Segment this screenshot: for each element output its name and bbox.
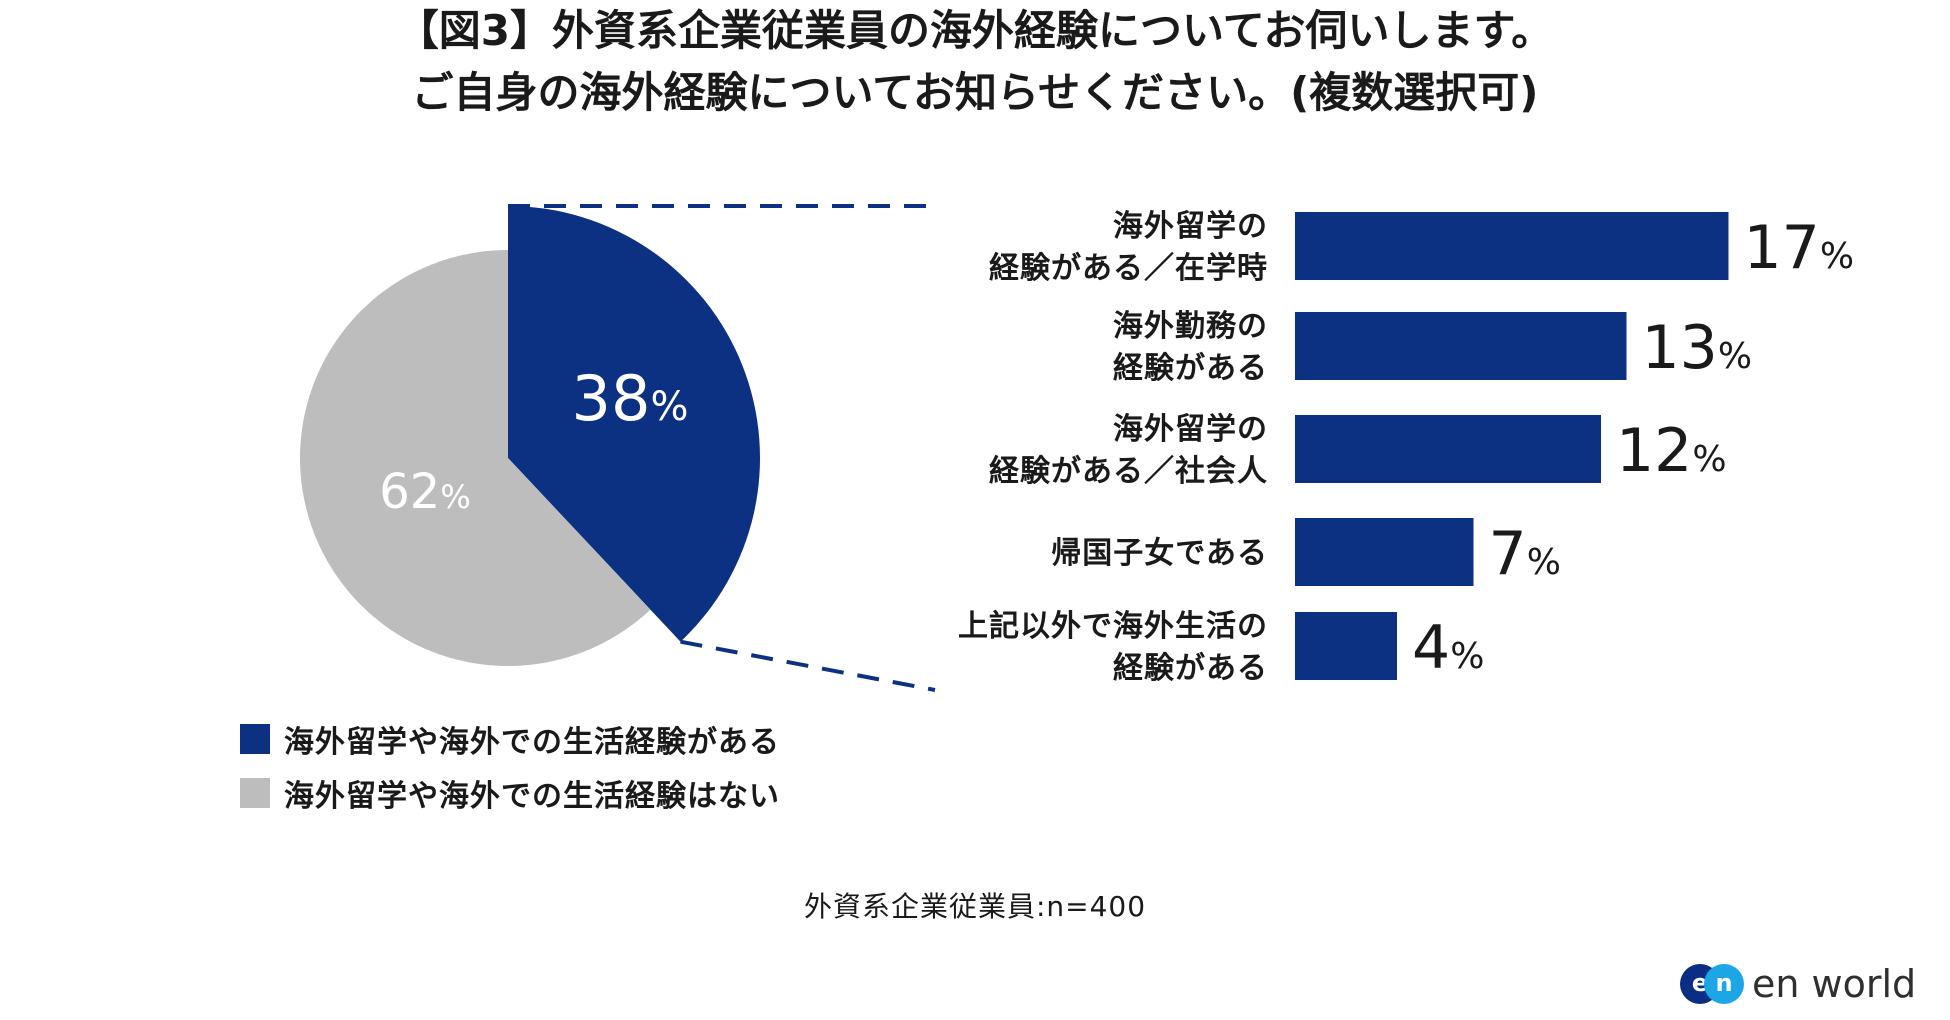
bar-1 (1295, 312, 1627, 380)
bar-category-label-2-line-1: 経験がある／社会人 (989, 454, 1268, 489)
bar-value-label-0-unit: % (1820, 236, 1854, 277)
legend-swatch-no (240, 778, 270, 808)
legend-label-yes: 海外留学や海外での生活経験がある (284, 725, 780, 760)
legend: 海外留学や海外での生活経験がある 海外留学や海外での生活経験はない (240, 720, 780, 828)
bar-value-label-3: 7% (1489, 519, 1561, 589)
legend-swatch-yes (240, 724, 270, 754)
pie-label-no-unit: % (440, 478, 470, 516)
legend-label-no: 海外留学や海外での生活経験はない (284, 779, 780, 814)
bar-3 (1295, 518, 1474, 586)
bar-value-label-4-number: 4 (1412, 613, 1450, 683)
chart-title-line-2: ご自身の海外経験についてお知らせください。(複数選択可) (411, 68, 1539, 117)
bar-category-label-4-line-1: 経験がある (1113, 651, 1268, 686)
pie-label-no: 62% (379, 464, 470, 520)
chart-title-line-1: 【図3】外資系企業従業員の海外経験についてお伺いします。 (396, 6, 1554, 55)
bar-value-label-0: 17% (1744, 213, 1855, 283)
bar-value-label-1: 13% (1642, 313, 1753, 383)
bar-category-label-2-line-0: 海外留学の (1113, 412, 1268, 447)
bar-category-label-0-line-1: 経験がある／在学時 (989, 251, 1268, 286)
bar-value-label-4-unit: % (1450, 636, 1484, 677)
pie-bar-connectors (508, 204, 936, 692)
sample-size-note: 外資系企業従業員:n=400 (803, 890, 1147, 923)
bar-value-label-1-number: 13 (1642, 313, 1718, 383)
bar-value-label-3-number: 7 (1489, 519, 1527, 589)
bar-category-label-1-line-0: 海外勤務の (1113, 309, 1268, 344)
bar-4 (1295, 612, 1397, 680)
bar-category-label-4-line-0: 上記以外で海外生活の (958, 609, 1268, 644)
bar-value-label-2-number: 12 (1616, 416, 1692, 486)
legend-item-yes: 海外留学や海外での生活経験がある (240, 720, 780, 760)
bar-2 (1295, 415, 1601, 483)
pie-slice-0 (508, 206, 761, 642)
enworld-logo: e n en world (1680, 962, 1916, 1006)
bar-value-label-2: 12% (1616, 416, 1727, 486)
bar-0 (1295, 212, 1729, 280)
pie-label-yes: 38% (572, 362, 689, 435)
pie-slice-1 (300, 250, 651, 666)
logo-text: en world (1752, 962, 1917, 1006)
bar-category-label-1-line-1: 経験がある (1113, 351, 1268, 386)
bar-category-label-3-line-0: 帰国子女である (1051, 536, 1268, 571)
pie-label-no-number: 62 (379, 464, 440, 520)
bar-category-label-0-line-0: 海外留学の (1113, 209, 1268, 244)
pie-label-yes-number: 38 (572, 362, 651, 435)
logo-mark-icon: e n (1680, 964, 1744, 1004)
pie-chart: 38%62% (300, 206, 761, 666)
bar-value-label-4: 4% (1412, 613, 1484, 683)
bar-value-label-2-unit: % (1692, 439, 1726, 480)
connector-line-bottom (680, 639, 936, 692)
bar-value-label-0-number: 17 (1744, 213, 1820, 283)
logo-mark-n: n (1704, 964, 1744, 1004)
legend-item-no: 海外留学や海外での生活経験はない (240, 774, 780, 814)
bar-value-label-3-unit: % (1527, 542, 1561, 583)
bar-value-label-1-unit: % (1718, 336, 1752, 377)
pie-label-yes-unit: % (650, 384, 688, 430)
bar-chart: 17%海外留学の経験がある／在学時13%海外勤務の経験がある12%海外留学の経験… (958, 209, 1854, 686)
